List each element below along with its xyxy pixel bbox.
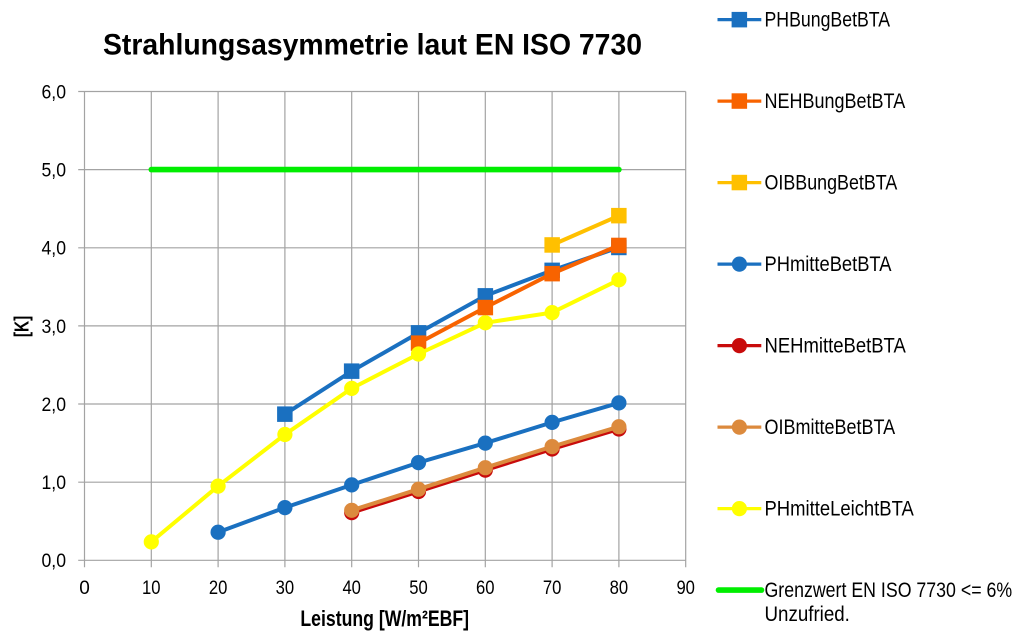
svg-text:4,0: 4,0 [42,239,67,260]
svg-text:6,0: 6,0 [42,82,67,103]
svg-text:PHBungBetBTA: PHBungBetBTA [765,8,891,31]
svg-text:50: 50 [409,578,428,599]
svg-text:40: 40 [342,578,361,599]
svg-text:PHmitteBetBTA: PHmitteBetBTA [765,253,892,276]
svg-text:80: 80 [610,578,629,599]
svg-text:30: 30 [276,578,295,599]
svg-text:Strahlungsasymmetrie laut EN I: Strahlungsasymmetrie laut EN ISO 7730 [103,29,642,62]
svg-text:NEHmitteBetBTA: NEHmitteBetBTA [765,334,906,357]
svg-text:Grenzwert EN ISO 7730 <= 6%: Grenzwert EN ISO 7730 <= 6% [765,579,1013,602]
svg-text:20: 20 [209,578,228,599]
svg-text:10: 10 [142,578,161,599]
svg-text:5,0: 5,0 [42,161,67,182]
svg-text:0,0: 0,0 [42,551,67,572]
svg-text:[K]: [K] [12,316,34,338]
svg-text:1,0: 1,0 [42,473,67,494]
svg-text:0: 0 [79,578,90,599]
svg-text:NEHBungBetBTA: NEHBungBetBTA [765,90,906,113]
svg-text:60: 60 [476,578,495,599]
svg-text:70: 70 [543,578,562,599]
svg-text:2,0: 2,0 [42,395,67,416]
svg-text:OIBmitteBetBTA: OIBmitteBetBTA [765,416,896,439]
svg-text:90: 90 [676,578,695,599]
svg-text:Leistung [W/m²EBF]: Leistung [W/m²EBF] [300,606,469,631]
svg-text:3,0: 3,0 [42,317,67,338]
svg-text:OIBBungBetBTA: OIBBungBetBTA [765,171,898,194]
svg-text:Unzufried.: Unzufried. [765,603,850,626]
svg-text:PHmitteLeichtBTA: PHmitteLeichtBTA [765,497,914,520]
